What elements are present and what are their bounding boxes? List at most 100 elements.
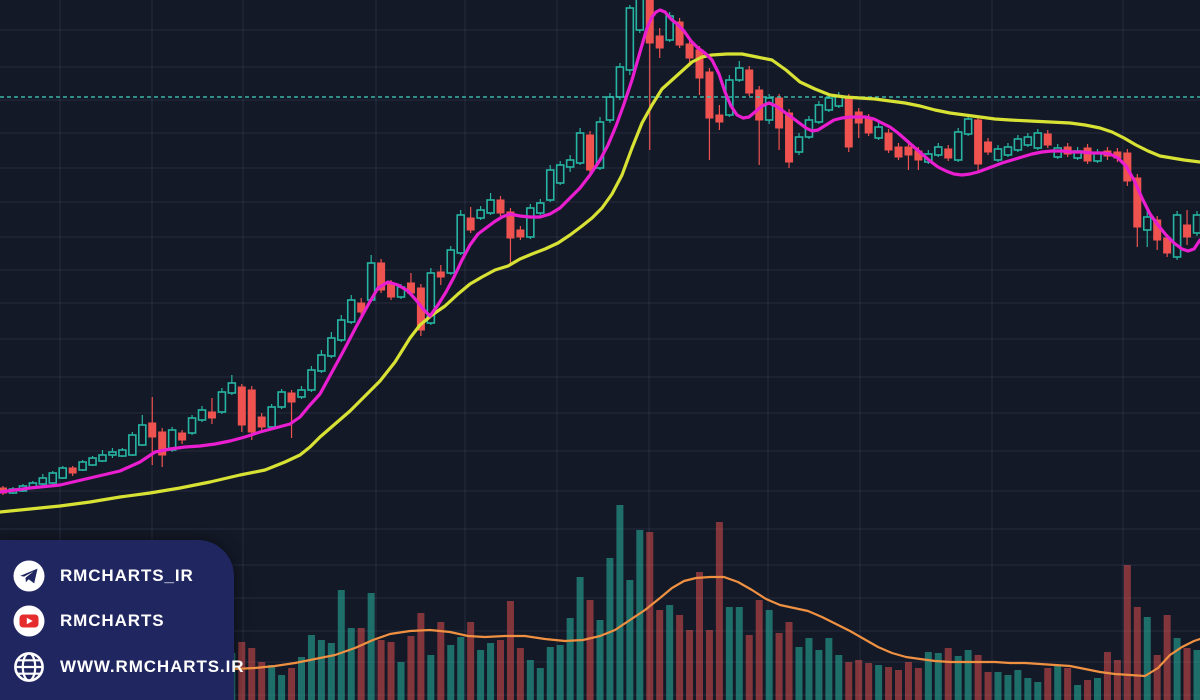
volume-bar bbox=[467, 622, 475, 700]
candle-up bbox=[526, 207, 535, 238]
volume-bar bbox=[1034, 682, 1042, 700]
candle-down bbox=[586, 134, 595, 171]
candle-down bbox=[207, 411, 216, 419]
volume-bar bbox=[536, 668, 544, 700]
candle-up bbox=[267, 406, 276, 428]
volume-bar bbox=[298, 657, 305, 700]
volume-bar bbox=[238, 642, 246, 700]
candle-up bbox=[197, 409, 207, 421]
volume-bar bbox=[656, 610, 664, 700]
volume-bar bbox=[387, 642, 395, 700]
candle-down bbox=[506, 211, 515, 239]
volume-bar bbox=[765, 610, 773, 700]
candle-up bbox=[615, 66, 625, 98]
candle-down bbox=[984, 141, 993, 153]
candle-up bbox=[187, 417, 197, 434]
candle-up bbox=[138, 424, 147, 446]
candle-down bbox=[864, 117, 873, 134]
candle-up bbox=[933, 146, 943, 156]
volume-bar bbox=[666, 605, 674, 700]
youtube-icon bbox=[11, 603, 47, 639]
candle-up bbox=[963, 118, 973, 135]
volume-bar bbox=[805, 638, 813, 700]
volume-bar bbox=[775, 633, 783, 700]
volume-bar bbox=[974, 655, 982, 700]
candle-up bbox=[98, 454, 107, 462]
candle-up bbox=[1013, 138, 1023, 151]
volume-bar bbox=[865, 663, 873, 700]
candle-up bbox=[545, 169, 555, 201]
candle-down bbox=[436, 271, 445, 278]
volume-bar bbox=[1074, 685, 1082, 700]
candle-up bbox=[217, 391, 227, 413]
candle-up bbox=[874, 126, 883, 139]
volume-bar bbox=[944, 648, 952, 700]
candle-down bbox=[904, 146, 913, 156]
candle-up bbox=[297, 389, 306, 398]
candle-up bbox=[535, 202, 545, 214]
candle-up bbox=[317, 354, 326, 372]
volume-bar bbox=[1024, 678, 1032, 700]
volume-bar bbox=[875, 665, 883, 700]
candle-down bbox=[695, 49, 704, 79]
candle-up bbox=[794, 136, 804, 153]
candle-down bbox=[496, 199, 505, 214]
candle-up bbox=[336, 319, 346, 341]
volume-bar bbox=[516, 648, 524, 700]
candle-down bbox=[785, 112, 794, 163]
candle-up bbox=[635, 0, 645, 31]
youtube-handle: RMCHARTS bbox=[60, 611, 165, 630]
volume-bar bbox=[725, 607, 733, 700]
candle-down bbox=[894, 146, 903, 158]
candle-up bbox=[1033, 132, 1043, 149]
volume-bar bbox=[407, 636, 415, 700]
candle-down bbox=[357, 302, 366, 313]
candle-up bbox=[476, 209, 485, 219]
candle-up bbox=[277, 391, 286, 408]
volume-bar bbox=[1004, 675, 1012, 700]
candle-up bbox=[1192, 214, 1200, 234]
volume-bar bbox=[546, 647, 554, 700]
telegram-plane bbox=[20, 568, 38, 583]
candle-down bbox=[944, 148, 953, 159]
volume-bar bbox=[487, 643, 495, 700]
volume-bar bbox=[1103, 652, 1111, 700]
volume-bar bbox=[636, 530, 644, 700]
volume-bar bbox=[964, 650, 972, 700]
candle-up bbox=[595, 121, 605, 169]
candle-down bbox=[178, 432, 187, 441]
brand-row-telegram: RMCHARTS_IR bbox=[11, 558, 234, 594]
candle-down bbox=[377, 262, 386, 291]
volume-bar bbox=[417, 613, 425, 700]
candle-up bbox=[227, 382, 237, 394]
volume-bar bbox=[1084, 680, 1092, 700]
ma-fast-line bbox=[0, 8, 1200, 494]
candle-down bbox=[257, 416, 266, 428]
volume-bar bbox=[984, 672, 992, 700]
volume-bar bbox=[1133, 607, 1141, 700]
candle-down bbox=[1043, 133, 1052, 146]
candle-up bbox=[1142, 216, 1152, 231]
telegram-icon bbox=[11, 558, 47, 594]
volume-bar bbox=[1183, 648, 1191, 700]
volume-bar bbox=[904, 662, 912, 700]
volume-bar bbox=[994, 672, 1002, 700]
candle-up bbox=[446, 249, 456, 274]
candle-down bbox=[247, 389, 256, 433]
volume-bar bbox=[457, 637, 465, 700]
volume-bar bbox=[1153, 655, 1161, 700]
candle-up bbox=[307, 369, 316, 391]
candle-up bbox=[625, 7, 635, 71]
volume-bar bbox=[556, 645, 564, 700]
volume-bar bbox=[755, 600, 763, 700]
telegram-handle: RMCHARTS_IR bbox=[60, 565, 194, 585]
volume-bar bbox=[586, 600, 594, 700]
candle-down bbox=[148, 422, 157, 438]
volume-bar bbox=[278, 675, 286, 700]
candle-up bbox=[734, 67, 744, 81]
candle-up bbox=[48, 472, 58, 484]
volume-bar bbox=[347, 628, 355, 700]
volume-bar bbox=[526, 660, 534, 700]
candle-up bbox=[824, 97, 834, 111]
volume-bar bbox=[576, 577, 584, 700]
